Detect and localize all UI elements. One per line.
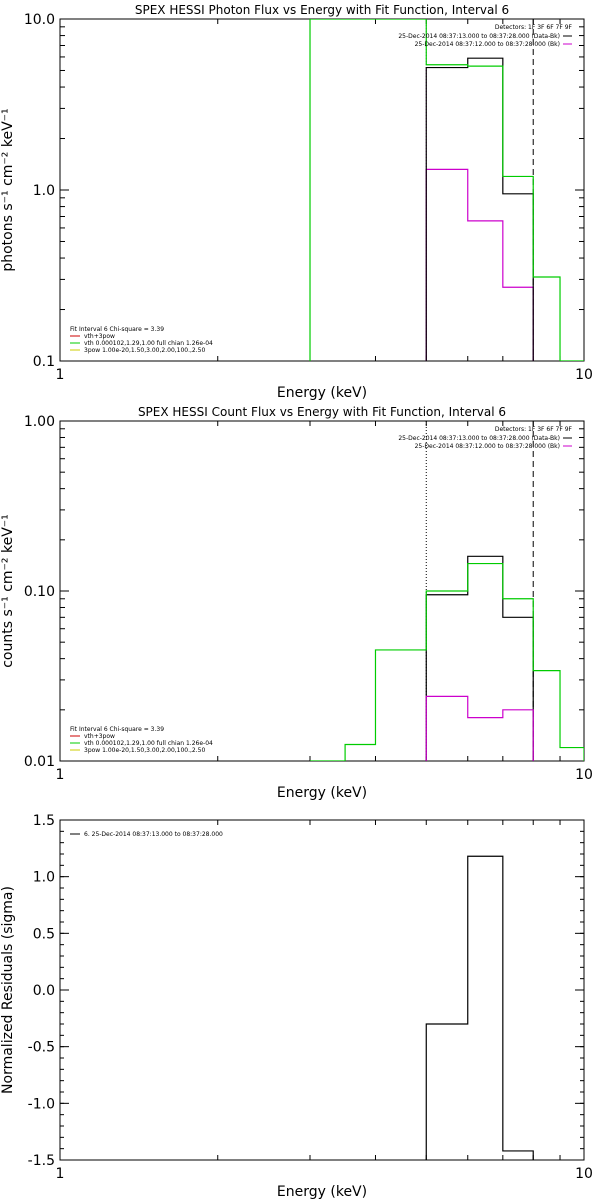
histogram-series-1 bbox=[425, 555, 534, 761]
x-tick-label: 10 bbox=[575, 367, 593, 383]
histogram-series-3 bbox=[310, 562, 584, 761]
legend-entry: 25-Dec-2014 08:37:12.000 to 08:37:28.000… bbox=[415, 41, 560, 48]
y-tick-label: 0.5 bbox=[33, 926, 55, 942]
chart-panel-2: 1 10 0.01 0.10 1.00 SPEX HESSI Count Flux vs … bbox=[0, 405, 593, 801]
y-tick-label: -0.5 bbox=[28, 1040, 55, 1056]
y-tick-label: -1.0 bbox=[28, 1096, 55, 1112]
legend-entry: vth+3pow bbox=[84, 733, 115, 740]
histogram-series-3 bbox=[309, 19, 584, 361]
x-axis-label: Energy (keV) bbox=[277, 385, 367, 401]
legend-entry: 3pow 1.00e-20,1.50,3.00,2.00,100.,2.50 bbox=[84, 347, 205, 354]
chart-title: SPEX HESSI Count Flux vs Energy with Fit… bbox=[138, 405, 506, 419]
y-tick-label: -1.5 bbox=[28, 1153, 55, 1169]
legend-entry: vth 0.000102,1.29,1.00 full chian 1.26e-… bbox=[84, 340, 213, 347]
plot-frame bbox=[59, 18, 585, 362]
y-axis-label: Normalized Residuals (sigma) bbox=[0, 886, 16, 1094]
x-tick-label: 1 bbox=[56, 367, 65, 383]
data-layer bbox=[425, 855, 534, 1160]
y-tick-label: 10.0 bbox=[24, 12, 55, 28]
x-tick-label: 1 bbox=[56, 767, 65, 783]
y-tick-label: 0.10 bbox=[24, 584, 55, 600]
y-tick-label: 1.0 bbox=[33, 870, 55, 886]
chart-title: SPEX HESSI Photon Flux vs Energy with Fi… bbox=[135, 3, 509, 17]
plot-frame bbox=[59, 819, 585, 1161]
fit-info-label: Fit Interval 6 Chi-square = 3.39 bbox=[70, 726, 164, 733]
legend-entry: vth+3pow bbox=[84, 333, 115, 340]
x-axis-label: Energy (keV) bbox=[277, 785, 367, 801]
y-tick-label: 1.00 bbox=[24, 414, 55, 430]
y-tick-label: 0.0 bbox=[33, 983, 55, 999]
x-tick-label: 10 bbox=[575, 767, 593, 783]
data-layer bbox=[309, 19, 584, 361]
detectors-label: Detectors: 1F 3F 6F 7F 9F bbox=[495, 24, 573, 31]
histogram-series-1 bbox=[425, 855, 534, 1160]
legend-entry: 3pow 1.00e-20,1.50,3.00,2.00,100.,2.50 bbox=[84, 747, 205, 754]
legend-entry: vth 0.000102,1.29,1.00 full chian 1.26e-… bbox=[84, 740, 213, 747]
histogram-series-2 bbox=[425, 57, 534, 361]
legend-entry: 25-Dec-2014 08:37:13.000 to 08:37:28.000… bbox=[398, 33, 560, 40]
chart-panel-1: 1 10 0.1 1.0 10.0 SPEX HESSI Photon Flux vs E… bbox=[0, 3, 593, 401]
histogram-series-2 bbox=[425, 695, 534, 761]
legend-entry: 25-Dec-2014 08:37:13.000 to 08:37:28.000… bbox=[398, 435, 560, 442]
x-tick-label: 1 bbox=[56, 1166, 65, 1182]
data-layer bbox=[310, 421, 584, 761]
fit-info-label: Fit Interval 6 Chi-square = 3.39 bbox=[70, 326, 164, 333]
y-tick-label: 1.0 bbox=[33, 183, 55, 199]
x-axis-label: Energy (keV) bbox=[277, 1184, 367, 1200]
detectors-label: Detectors: 1F 3F 6F 7F 9F bbox=[495, 426, 573, 433]
y-tick-label: 0.1 bbox=[33, 354, 55, 370]
y-tick-label: 1.5 bbox=[33, 813, 55, 829]
x-tick-label: 10 bbox=[575, 1166, 593, 1182]
y-axis-label: counts s⁻¹ cm⁻² keV⁻¹ bbox=[0, 514, 16, 668]
histogram-series-1 bbox=[425, 168, 534, 361]
legend-entry: 25-Dec-2014 08:37:12.000 to 08:37:28.000… bbox=[415, 443, 560, 450]
legend-entry: 6. 25-Dec-2014 08:37:13.000 to 08:37:28.… bbox=[84, 831, 223, 838]
chart-panel-3: 1 10 -1.5 -1.0 -0.5 0.0 0.5 1.0 1.5 Energy (keV) N… bbox=[0, 813, 593, 1200]
y-axis-label: photons s⁻¹ cm⁻² keV⁻¹ bbox=[0, 108, 16, 271]
y-tick-label: 0.01 bbox=[24, 754, 55, 770]
